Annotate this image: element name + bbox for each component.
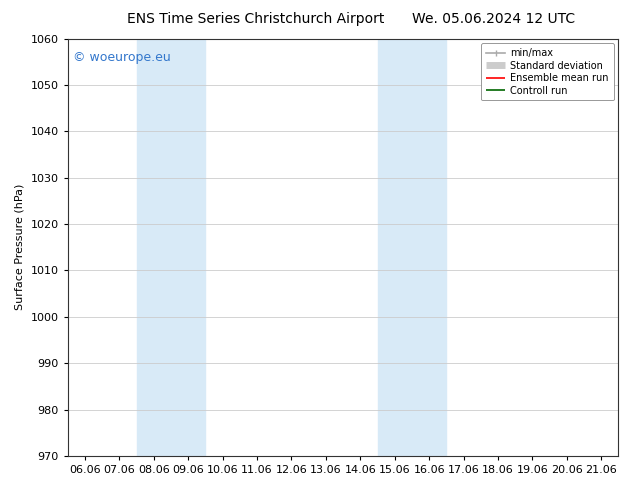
Bar <box>136 39 205 456</box>
Legend: min/max, Standard deviation, Ensemble mean run, Controll run: min/max, Standard deviation, Ensemble me… <box>481 44 614 100</box>
Y-axis label: Surface Pressure (hPa): Surface Pressure (hPa) <box>15 184 25 311</box>
Text: We. 05.06.2024 12 UTC: We. 05.06.2024 12 UTC <box>412 12 575 26</box>
Text: ENS Time Series Christchurch Airport: ENS Time Series Christchurch Airport <box>127 12 384 26</box>
Bar <box>377 39 446 456</box>
Text: © woeurope.eu: © woeurope.eu <box>73 51 171 64</box>
